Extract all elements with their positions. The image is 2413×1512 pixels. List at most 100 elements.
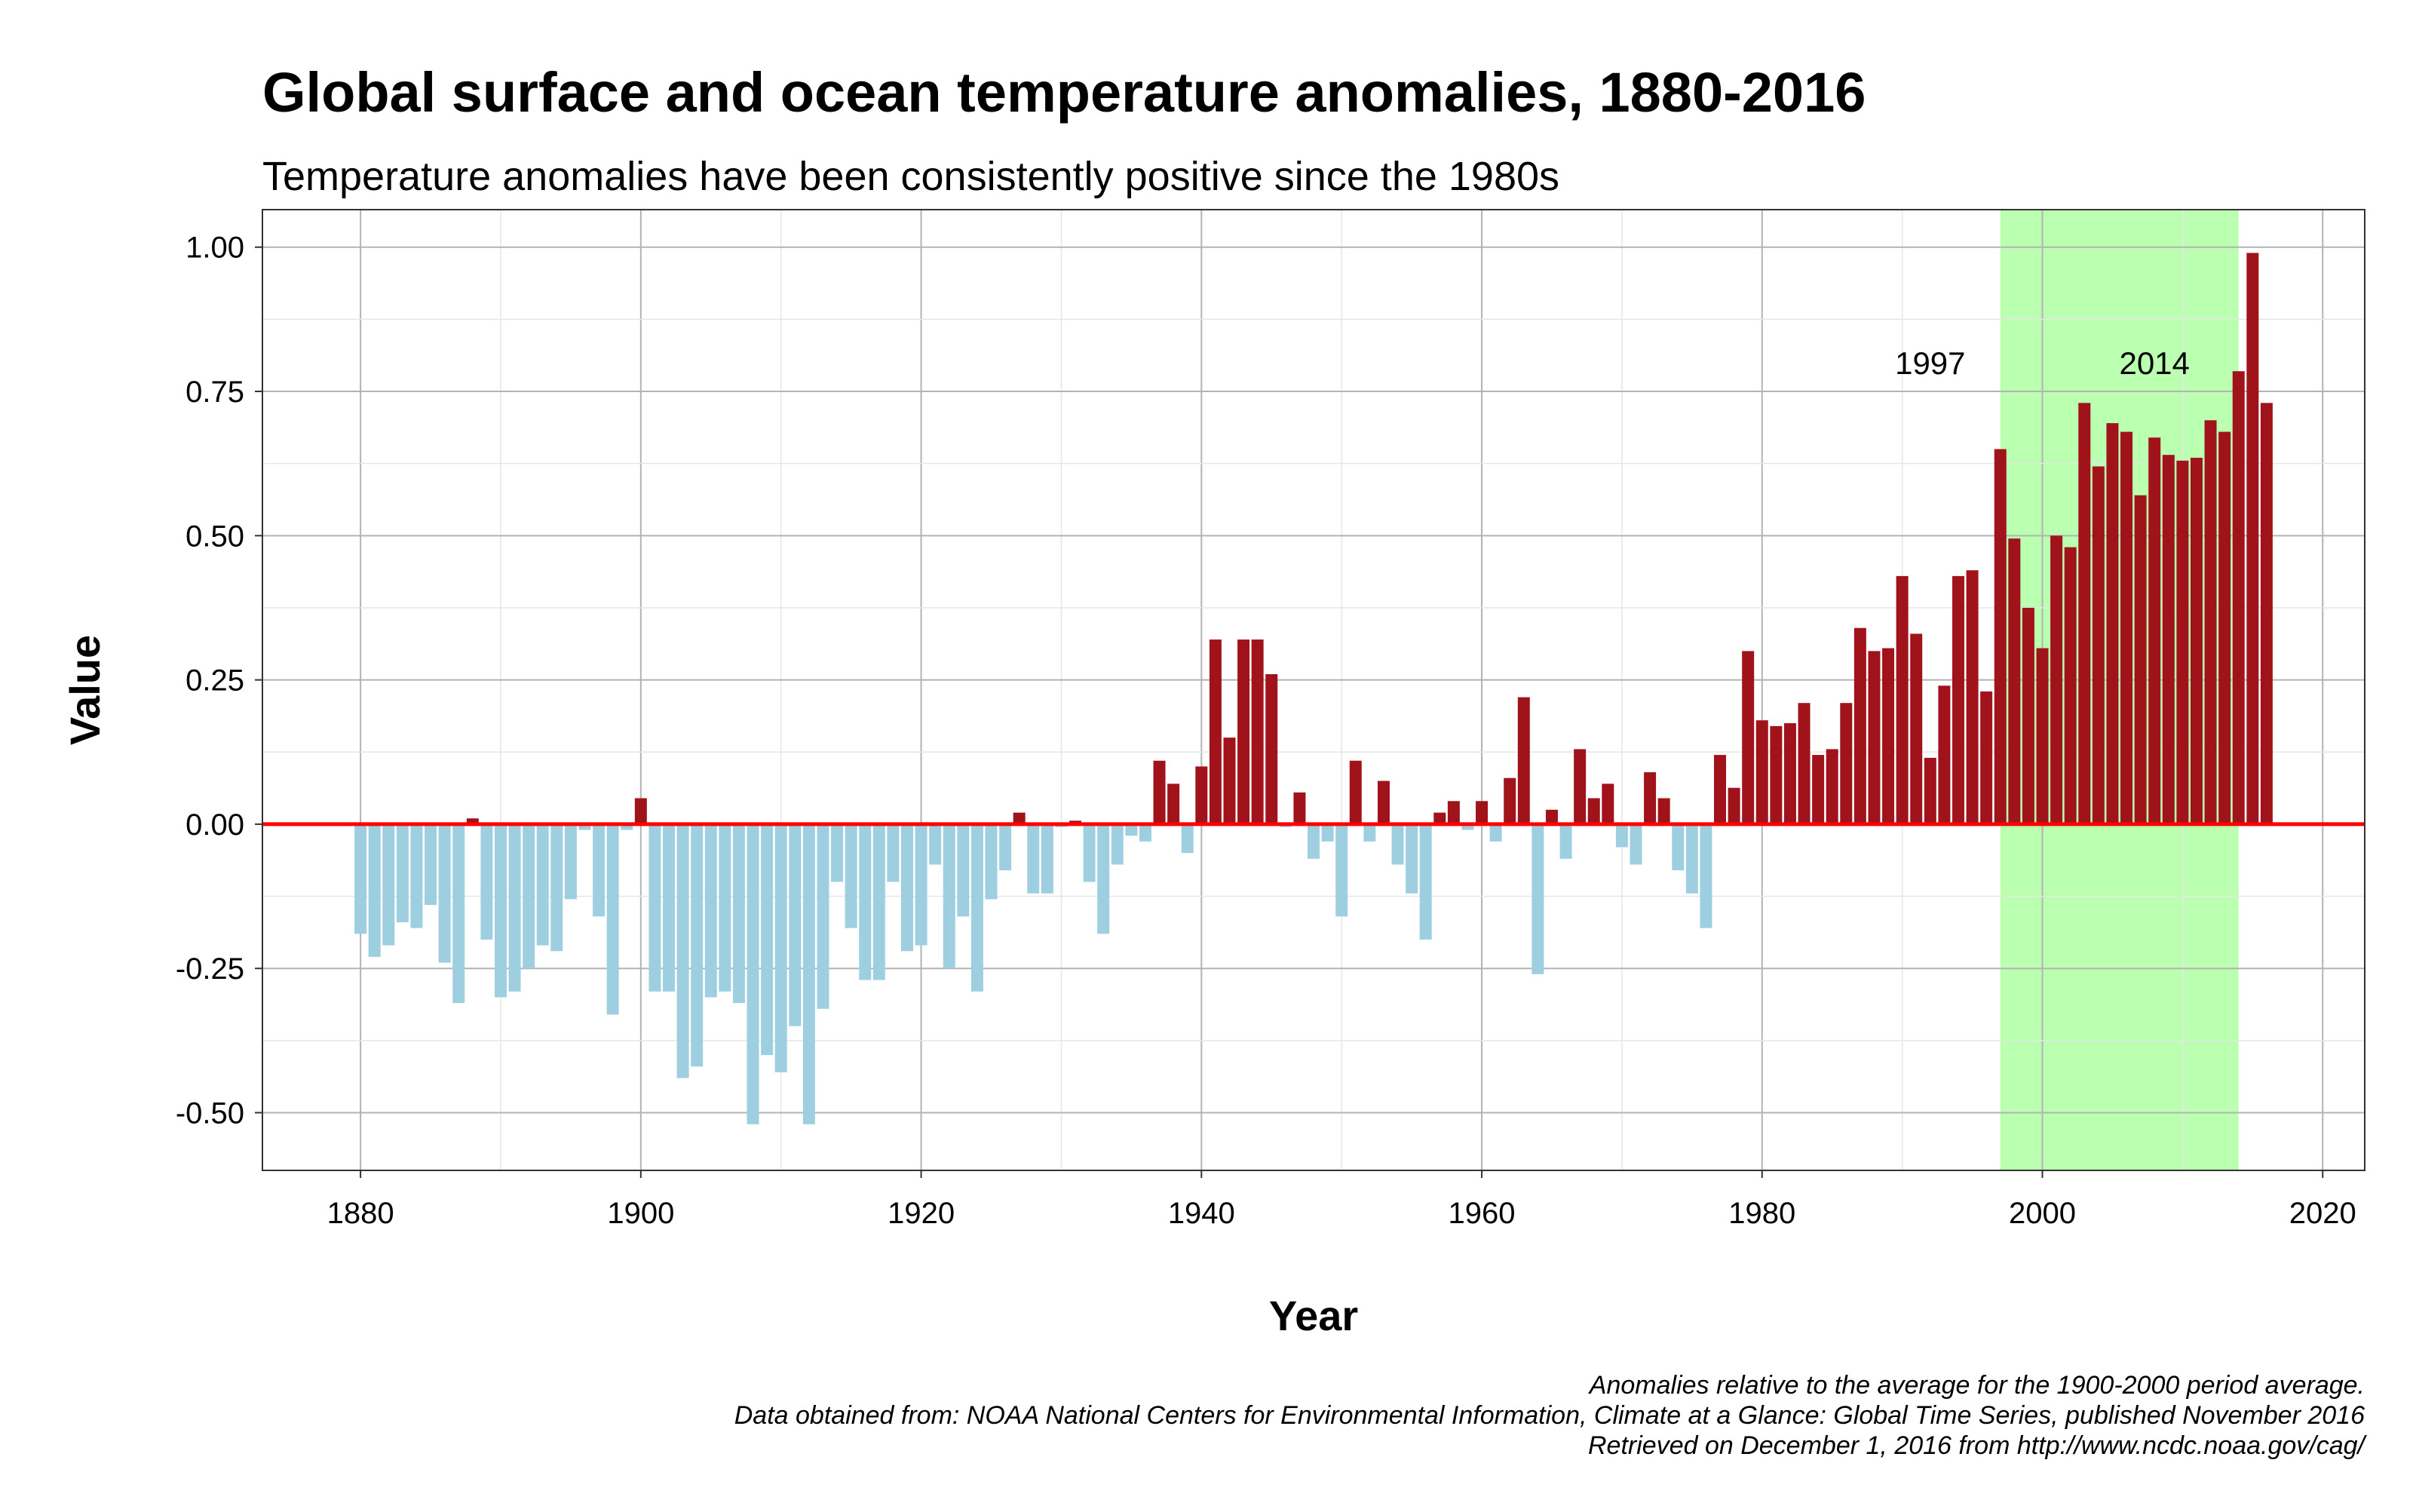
x-tick-label: 2020: [2289, 1197, 2356, 1230]
bar-1888: [466, 818, 479, 824]
x-axis-ticks: 1880 1900 1920 1940 1960 1980 2000 2020: [327, 1170, 2356, 1230]
bar-1995: [1966, 570, 1979, 824]
bar-1921: [929, 823, 942, 865]
bar-2006: [2120, 431, 2133, 824]
bar-2001: [2050, 535, 2063, 824]
panel-border: [262, 209, 2365, 1171]
x-tick-label: 1920: [888, 1197, 955, 1230]
bar-1904: [691, 823, 704, 1067]
bar-1908: [747, 823, 759, 1124]
bar-1952: [1363, 823, 1376, 842]
bar-1992: [1924, 757, 1936, 824]
bar-2009: [2162, 455, 2175, 824]
bar-2008: [2148, 437, 2161, 824]
caption-line-3: Retrieved on December 1, 2016 from http:…: [1588, 1431, 2368, 1460]
bar-1956: [1419, 823, 1432, 940]
bar-1953: [1377, 781, 1390, 824]
y-axis-label: Value: [61, 635, 109, 745]
bar-1926: [999, 823, 1012, 871]
bar-1903: [676, 823, 689, 1078]
bar-1883: [396, 823, 409, 922]
bar-1941: [1209, 639, 1222, 824]
bar-1914: [831, 823, 844, 882]
bar-1986: [1840, 703, 1853, 824]
bar-1969: [1602, 784, 1614, 824]
bar-1911: [789, 823, 802, 1026]
bars-layer: [354, 253, 2273, 1124]
bar-1967: [1574, 749, 1587, 824]
bar-1977: [1714, 755, 1727, 824]
bar-1884: [410, 823, 423, 928]
bar-2013: [2218, 431, 2231, 824]
bar-1978: [1728, 787, 1740, 824]
bar-1924: [970, 823, 983, 992]
bar-1957: [1433, 812, 1446, 824]
bar-1894: [550, 823, 563, 952]
bar-1987: [1853, 627, 1866, 824]
bar-1912: [802, 823, 815, 1124]
bar-1951: [1349, 760, 1362, 824]
annotation-2014: 2014: [2119, 345, 2189, 381]
bar-1920: [915, 823, 927, 946]
bar-1929: [1041, 823, 1053, 894]
bar-1902: [663, 823, 676, 992]
bar-2003: [2078, 403, 2091, 824]
bar-1963: [1517, 697, 1530, 824]
bar-1909: [761, 823, 774, 1055]
x-tick-label: 1940: [1168, 1197, 1235, 1230]
bar-1954: [1391, 823, 1404, 865]
bar-1997: [1994, 449, 2007, 824]
annotation-layer: 1997 2014: [1895, 345, 2190, 381]
chart-subtitle: Temperature anomalies have been consiste…: [262, 154, 1559, 199]
bar-1944: [1251, 639, 1264, 824]
bar-1989: [1882, 648, 1895, 824]
bar-1968: [1587, 798, 1600, 824]
bar-1885: [425, 823, 437, 906]
bar-1918: [887, 823, 900, 882]
bar-1928: [1027, 823, 1040, 894]
bar-1971: [1630, 823, 1642, 865]
bar-1966: [1559, 823, 1572, 859]
bar-1961: [1489, 823, 1502, 842]
bar-1938: [1167, 784, 1180, 824]
x-tick-label: 1960: [1449, 1197, 1516, 1230]
y-tick-label: -0.25: [176, 952, 244, 986]
bar-1974: [1672, 823, 1685, 871]
bar-1933: [1097, 823, 1110, 934]
y-tick-label: 0.25: [185, 664, 244, 698]
bar-1996: [1980, 691, 1993, 824]
bar-2016: [2260, 403, 2273, 824]
bar-1939: [1181, 823, 1194, 854]
bar-1897: [593, 823, 606, 917]
bar-2004: [2092, 466, 2105, 824]
y-tick-label: 1.00: [185, 232, 244, 265]
y-axis-ticks: -0.50 -0.25 0.00 0.25 0.50 0.75 1.00: [176, 232, 262, 1130]
x-tick-label: 1900: [607, 1197, 674, 1230]
bar-1959: [1461, 823, 1474, 830]
bar-1925: [985, 823, 998, 900]
bar-1910: [774, 823, 787, 1072]
bar-1932: [1083, 823, 1096, 882]
bar-1891: [508, 823, 521, 992]
bar-1898: [606, 823, 619, 1015]
bar-1947: [1293, 792, 1306, 824]
bar-1896: [578, 823, 591, 830]
bar-1994: [1952, 575, 1964, 824]
bar-1923: [957, 823, 970, 917]
bar-1965: [1545, 809, 1558, 824]
bar-1943: [1237, 639, 1250, 824]
bar-1955: [1406, 823, 1418, 894]
bar-1985: [1826, 749, 1838, 824]
bar-1886: [438, 823, 451, 963]
bar-2014: [2232, 371, 2245, 824]
bar-1979: [1742, 651, 1755, 824]
bar-2005: [2106, 423, 2119, 824]
bar-1945: [1265, 673, 1278, 824]
bar-1919: [900, 823, 913, 952]
bar-1893: [536, 823, 549, 946]
bar-1981: [1770, 725, 1783, 824]
bar-1960: [1476, 801, 1489, 824]
bar-1958: [1447, 801, 1460, 824]
x-tick-label: 1980: [1728, 1197, 1795, 1230]
